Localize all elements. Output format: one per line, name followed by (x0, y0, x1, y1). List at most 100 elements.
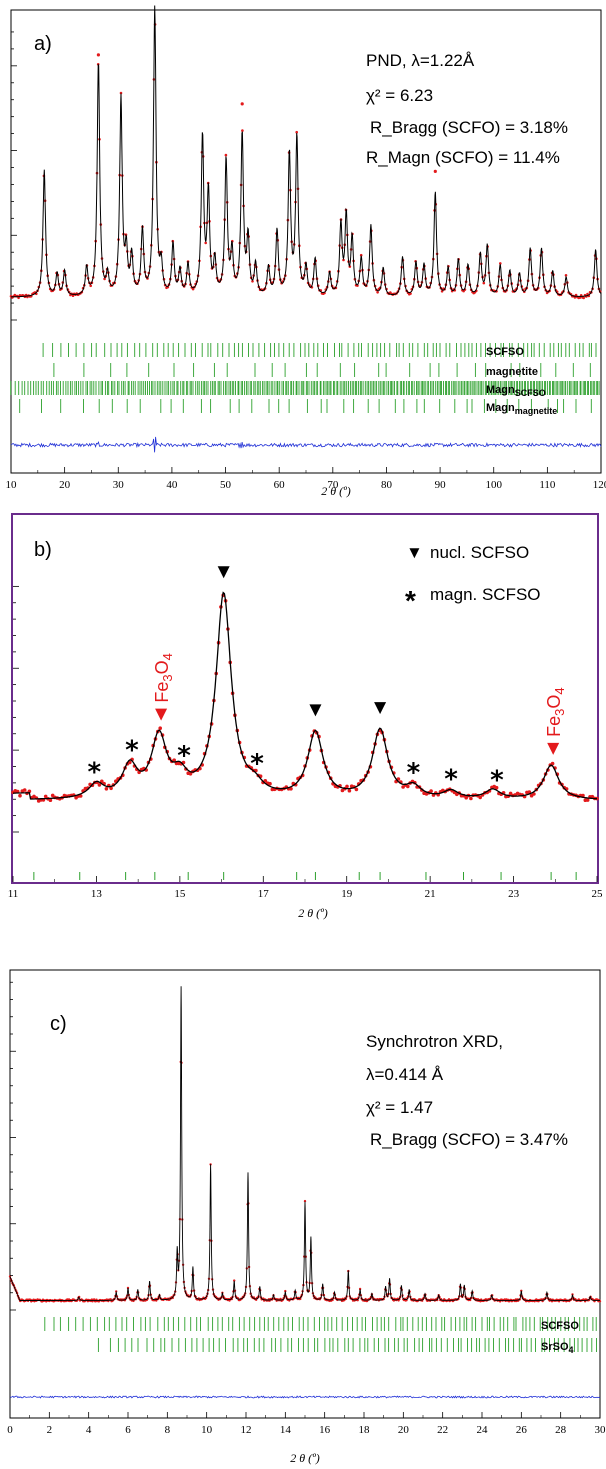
magn-peak-marker: * (88, 757, 102, 787)
phase-label: SrSO4 (541, 1341, 574, 1355)
x-tick-label: 6 (125, 1424, 131, 1436)
x-tick-label: 24 (477, 1424, 489, 1436)
observed-point (303, 1199, 307, 1203)
phase-label: MagnSCFSO (486, 384, 546, 398)
legend-nucl-label: nucl. SCFSO (430, 543, 529, 562)
bragg-tick-row (53, 363, 591, 377)
observed-point (104, 787, 109, 791)
observed-point (289, 787, 293, 791)
x-tick-label: 19 (341, 888, 353, 900)
panel-c-observed-series (8, 1060, 602, 1303)
panel-c-info-line-3: χ² = 1.47 (366, 1098, 433, 1117)
observed-point (585, 798, 590, 802)
legend-triangle-marker: ▼ (406, 543, 423, 562)
observed-point (188, 772, 193, 776)
phase-label: SCFSO (541, 1320, 579, 1332)
magn-peak-marker: * (177, 741, 191, 771)
magn-peak-marker: * (490, 765, 504, 795)
observed-point (103, 277, 106, 281)
observed-point (233, 1279, 236, 1282)
observed-point (48, 798, 53, 802)
observed-point (96, 53, 100, 57)
observed-point (482, 281, 486, 285)
observed-point (251, 280, 254, 283)
legend-magn-label: magn. SCFSO (430, 585, 541, 604)
observed-point (191, 287, 195, 291)
observed-point (71, 294, 75, 298)
panel-c-difference-line (9, 1395, 601, 1399)
legend-star-marker: * (405, 585, 416, 616)
observed-point (581, 793, 585, 798)
phase-label: Magnmagnetite (486, 402, 557, 416)
observed-point (578, 296, 582, 299)
panel-a-calculated-line (11, 5, 602, 298)
panel-c-info-line-2: λ=0.414 Å (366, 1065, 444, 1084)
x-tick-label: 30 (595, 1424, 606, 1436)
magn-peak-marker: * (125, 736, 139, 766)
panel-c-info-line-4: R_Bragg (SCFO) = 3.47% (370, 1130, 568, 1149)
observed-point (263, 779, 268, 783)
x-tick-label: 14 (280, 1424, 292, 1436)
x-tick-label: 70 (327, 479, 339, 491)
panel-b-legend: ▼ nucl. SCFSO * magn. SCFSO (405, 543, 541, 616)
observed-point (89, 284, 92, 288)
panel-c: 0 2 4 6 8 10 12 14 16 18 20 22 24 26 28 30 c) Synchrotr… (7, 969, 606, 1465)
x-tick-label: 30 (113, 479, 125, 491)
x-tick-label: 13 (91, 888, 103, 900)
nucl-peak-marker (217, 566, 230, 579)
x-tick-label: 17 (258, 888, 270, 900)
observed-point (241, 129, 244, 132)
x-tick-label: 11 (8, 888, 19, 900)
observed-point (376, 291, 379, 294)
observed-point (499, 262, 502, 265)
observed-point (354, 787, 359, 792)
panel-a-info-line-4: R_Magn (SCFO) = 11.4% (366, 148, 560, 167)
observed-point (359, 253, 363, 257)
observed-point (429, 789, 433, 793)
observed-point (508, 791, 513, 796)
x-tick-label: 20 (59, 479, 71, 491)
x-tick-label: 0 (7, 1424, 13, 1436)
observed-point (126, 1286, 130, 1290)
panel-b-label: b) (34, 539, 52, 561)
observed-point (158, 726, 162, 730)
panel-a-xlabel: 2 θ (º) (321, 484, 351, 498)
panel-a-info-line-1: PND, λ=1.22Å (366, 51, 475, 70)
observed-point (22, 788, 27, 792)
observed-point (564, 274, 568, 277)
panel-b-markers: * * * * * * * Fe3O4 Fe3O4 (33, 566, 577, 880)
fe3o4-label: Fe3O4 (544, 687, 567, 737)
panel-a-info-line-3: R_Bragg (SCFO) = 3.18% (370, 118, 568, 137)
panel-a-x-ticks: 10 20 30 40 50 60 70 80 90 100 110 120 (6, 467, 606, 491)
observed-point (464, 795, 469, 800)
panel-c-xlabel: 2 θ (º) (290, 1451, 320, 1465)
panel-c-phase-labels: SCFSO SrSO4 (541, 1320, 579, 1355)
observed-point (268, 781, 272, 786)
panel-a-plot (9, 5, 602, 453)
observed-point (358, 1287, 362, 1291)
x-tick-label: 12 (241, 1424, 252, 1436)
panel-b-x-ticks: 11 13 15 17 19 21 23 25 (8, 876, 603, 900)
observed-point (172, 758, 176, 762)
magn-peak-marker: * (444, 764, 458, 794)
x-tick-label: 26 (516, 1424, 528, 1436)
observed-point (97, 783, 102, 787)
observed-point (295, 130, 299, 134)
x-tick-label: 8 (165, 1424, 171, 1436)
fe3o4-label: Fe3O4 (152, 653, 175, 703)
x-tick-label: 15 (174, 888, 186, 900)
panel-c-bragg-ticks (44, 1317, 597, 1352)
panel-b: * * * * * * * Fe3O4 Fe3O4 11 13 15 17 19 21 23 25 b) ▼ … (8, 513, 603, 920)
x-tick-label: 100 (485, 479, 502, 491)
observed-point (478, 795, 483, 800)
observed-point (406, 784, 410, 789)
observed-point (224, 153, 228, 157)
x-tick-label: 10 (6, 479, 18, 491)
x-tick-label: 90 (435, 479, 447, 491)
magn-peak-marker: * (250, 749, 264, 779)
observed-point (532, 792, 536, 796)
x-tick-label: 22 (437, 1424, 448, 1436)
panel-c-plot (8, 981, 602, 1399)
panel-c-info-line-1: Synchrotron XRD, (366, 1032, 503, 1051)
